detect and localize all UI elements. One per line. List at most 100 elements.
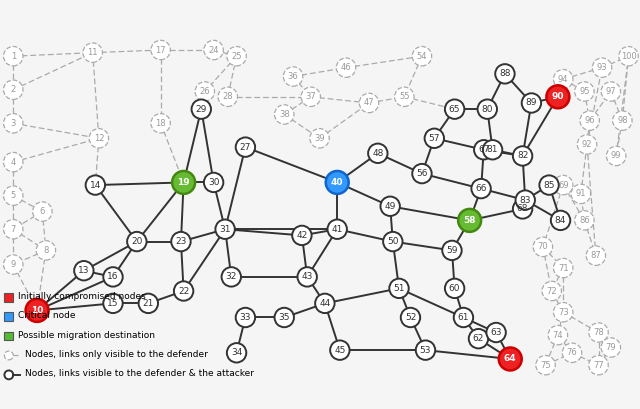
Text: 9: 9: [11, 260, 16, 269]
Circle shape: [389, 279, 409, 298]
Bar: [4, 293, 13, 301]
Circle shape: [218, 87, 237, 106]
Circle shape: [284, 67, 303, 86]
Circle shape: [4, 220, 23, 239]
Text: 36: 36: [288, 72, 298, 81]
Text: 50: 50: [387, 237, 399, 246]
Circle shape: [328, 220, 347, 239]
Circle shape: [236, 137, 255, 157]
Circle shape: [127, 232, 147, 251]
Text: 64: 64: [504, 355, 516, 364]
Text: 96: 96: [584, 116, 595, 125]
Circle shape: [607, 146, 626, 166]
Text: 38: 38: [279, 110, 290, 119]
Text: 30: 30: [208, 178, 220, 187]
Circle shape: [486, 323, 506, 342]
Text: 37: 37: [305, 92, 316, 101]
Circle shape: [298, 267, 317, 287]
Circle shape: [89, 128, 109, 148]
Text: Nodes, links visible to the defender & the attacker: Nodes, links visible to the defender & t…: [25, 369, 253, 378]
Circle shape: [191, 99, 211, 119]
Text: 72: 72: [547, 287, 557, 296]
Text: 18: 18: [156, 119, 166, 128]
Text: 27: 27: [240, 143, 251, 152]
Text: 22: 22: [178, 287, 189, 296]
Circle shape: [151, 40, 170, 60]
Text: 93: 93: [596, 63, 607, 72]
Circle shape: [513, 199, 532, 219]
Bar: [4, 312, 13, 321]
Circle shape: [4, 351, 13, 360]
Text: 77: 77: [593, 361, 604, 370]
Circle shape: [548, 326, 568, 345]
Text: 42: 42: [296, 231, 308, 240]
Text: Possible migration destination: Possible migration destination: [18, 330, 155, 339]
Circle shape: [483, 140, 502, 160]
Text: 11: 11: [88, 48, 98, 57]
Text: 28: 28: [223, 92, 233, 101]
Circle shape: [275, 308, 294, 327]
Circle shape: [227, 47, 246, 66]
Circle shape: [139, 294, 158, 313]
Circle shape: [74, 261, 93, 281]
Text: 89: 89: [525, 99, 537, 108]
Text: 45: 45: [334, 346, 346, 355]
Circle shape: [315, 294, 335, 313]
Circle shape: [601, 82, 621, 101]
Text: 88: 88: [499, 70, 511, 79]
Text: 68: 68: [517, 204, 529, 213]
Text: 79: 79: [605, 343, 616, 352]
Circle shape: [536, 355, 556, 375]
Text: 69: 69: [558, 181, 568, 190]
Text: 29: 29: [196, 105, 207, 114]
Text: 7: 7: [10, 225, 16, 234]
Circle shape: [533, 237, 552, 256]
Text: 12: 12: [93, 134, 104, 143]
Circle shape: [551, 211, 570, 230]
Circle shape: [174, 281, 193, 301]
Circle shape: [4, 186, 23, 205]
Text: 3: 3: [10, 119, 16, 128]
Circle shape: [221, 267, 241, 287]
Text: 6: 6: [40, 207, 45, 216]
Text: 59: 59: [446, 246, 458, 255]
Text: 86: 86: [579, 216, 590, 225]
Circle shape: [445, 99, 465, 119]
Text: 31: 31: [220, 225, 231, 234]
Circle shape: [593, 58, 612, 77]
Circle shape: [4, 80, 23, 99]
Circle shape: [586, 246, 605, 265]
Circle shape: [236, 308, 255, 327]
Text: 70: 70: [538, 243, 548, 252]
Text: 34: 34: [231, 348, 243, 357]
Text: 60: 60: [449, 284, 460, 293]
Circle shape: [359, 93, 379, 113]
Circle shape: [195, 82, 214, 101]
Bar: [4, 332, 13, 340]
Circle shape: [103, 267, 123, 287]
Text: 78: 78: [593, 328, 604, 337]
Circle shape: [383, 232, 403, 251]
Circle shape: [301, 87, 321, 106]
Text: 46: 46: [340, 63, 351, 72]
Circle shape: [36, 240, 56, 260]
Circle shape: [442, 240, 461, 260]
Text: 19: 19: [177, 178, 190, 187]
Text: 23: 23: [175, 237, 187, 246]
Text: 52: 52: [404, 313, 416, 322]
Text: 41: 41: [332, 225, 343, 234]
Circle shape: [577, 135, 596, 154]
Circle shape: [172, 171, 195, 194]
Text: 98: 98: [617, 116, 628, 125]
Circle shape: [563, 343, 582, 362]
Text: 51: 51: [393, 284, 404, 293]
Text: 56: 56: [416, 169, 428, 178]
Circle shape: [601, 338, 621, 357]
Circle shape: [330, 340, 349, 360]
Circle shape: [474, 140, 493, 160]
Text: 81: 81: [487, 145, 499, 154]
Circle shape: [33, 202, 52, 221]
Circle shape: [472, 179, 491, 198]
Text: Initially compromised nodes: Initially compromised nodes: [18, 292, 145, 301]
Text: 74: 74: [552, 330, 563, 339]
